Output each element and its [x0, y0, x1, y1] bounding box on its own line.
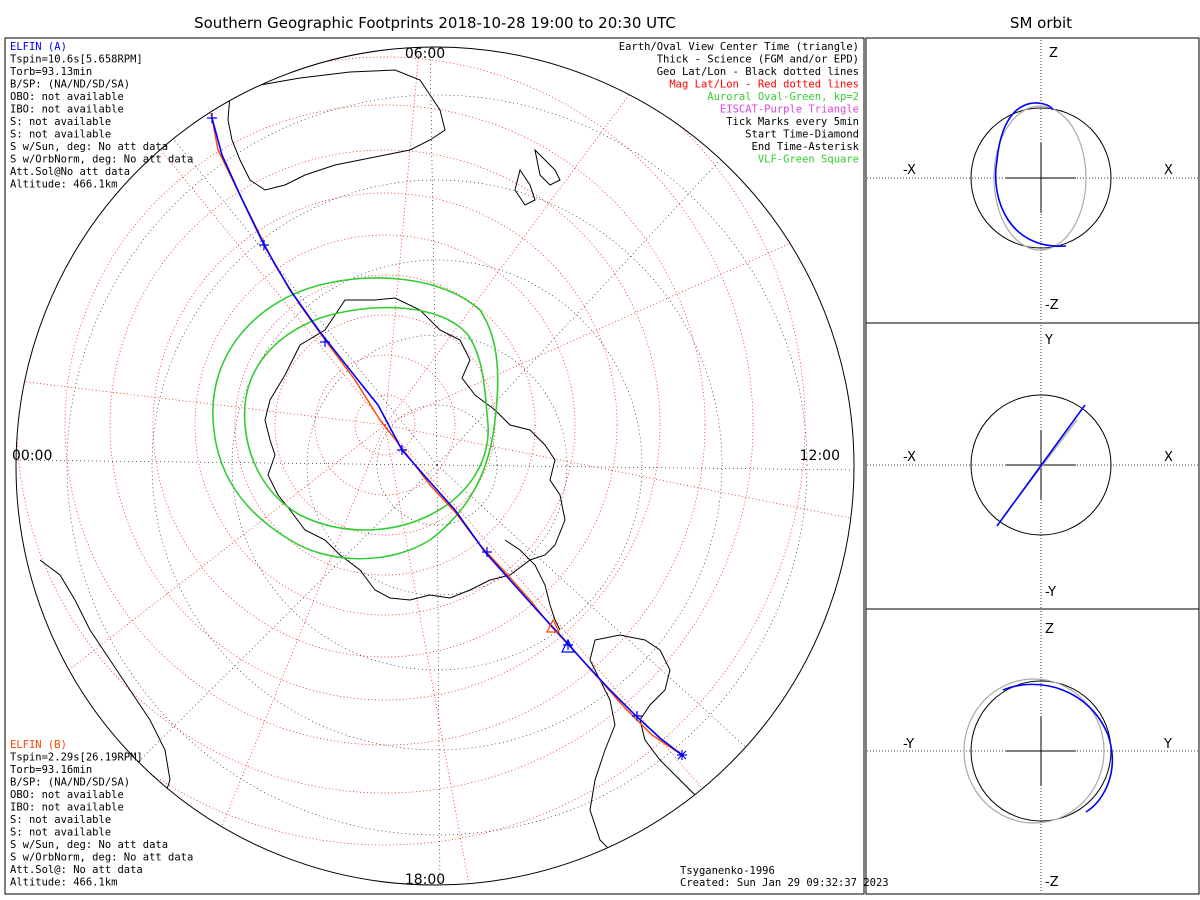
elfin-a-line: Tspin=10.6s[5.658RPM] — [10, 54, 143, 66]
sm-axis-left: -X — [903, 450, 916, 465]
elfin-b-line: S w/Sun, deg: No att data — [10, 839, 168, 851]
elfin-b-info: ELFIN (B) Tspin=2.29s[26.19RPM] Torb=93.… — [10, 739, 193, 889]
elfin-a-line: S: not available — [10, 129, 111, 141]
south-america — [589, 634, 741, 871]
elfin-a-tick-marks — [207, 113, 687, 760]
elfin-b-line: B/SP: (NA/ND/SD/SA) — [10, 777, 130, 789]
legend-item: Tick Marks every 5min — [726, 116, 859, 128]
map-frame — [4, 37, 865, 895]
sm-panel-xz: Z -Z -X X — [867, 40, 1198, 322]
elfin-b-line: S w/OrbNorm, deg: No att data — [10, 852, 193, 864]
geo-grid — [16, 47, 854, 885]
antarctic-peninsula — [504, 539, 561, 631]
elfin-b-line: Altitude: 466.1km — [10, 877, 117, 889]
australia-coast — [227, 69, 446, 191]
elfin-b-line: OBO: not available — [10, 789, 124, 801]
model-credit: Tsyganenko-1996 — [680, 865, 775, 877]
sm-panel-xy: Y -Y -X X — [867, 325, 1198, 608]
elfin-a-line: S: not available — [10, 116, 111, 128]
sm-axis-left: -X — [903, 163, 916, 178]
legend-item: EISCAT-Purple Triangle — [720, 104, 859, 116]
legend-item: Geo Lat/Lon - Black dotted lines — [657, 66, 859, 78]
orbit-a-xz — [994, 102, 1067, 247]
antarctica-coast — [264, 297, 566, 601]
legend-item: Start Time-Diamond — [745, 129, 859, 141]
plot-title: Southern Geographic Footprints 2018-10-2… — [194, 14, 676, 32]
elfin-a-view-center-triangle — [561, 638, 575, 653]
elfin-a-line: S w/OrbNorm, deg: No att data — [10, 154, 193, 166]
elfin-a-footprint — [211, 117, 683, 756]
legend-item: Mag Lat/Lon - Red dotted lines — [669, 79, 859, 91]
earth-circle — [970, 107, 1112, 249]
elfin-b-view-center-triangle — [546, 618, 560, 633]
coastlines — [39, 69, 741, 871]
mlt-label-left: 00:00 — [12, 448, 52, 464]
legend-item: Auroral Oval-Green, kp=2 — [707, 91, 859, 103]
elfin-b-line: Tspin=2.29s[26.19RPM] — [10, 752, 143, 764]
auroral-oval-inner — [243, 306, 489, 531]
earth-circle — [970, 394, 1112, 536]
legend: Earth/Oval View Center Time (triangle) T… — [619, 41, 860, 166]
elfin-a-name: ELFIN (A) — [10, 41, 67, 53]
globe-outline — [15, 46, 855, 886]
sm-axis-right: X — [1164, 450, 1173, 465]
sm-panel-yz: Z -Z -Y Y — [867, 611, 1198, 893]
elfin-b-line: Att.Sol@: No att data — [10, 864, 143, 876]
orbit-b-xz — [993, 105, 1087, 251]
new-zealand — [514, 148, 561, 206]
elfin-a-line: S w/Sun, deg: No att data — [10, 141, 168, 153]
mlt-label-right: 12:00 — [800, 448, 840, 464]
elfin-b-line: S: not available — [10, 814, 111, 826]
sm-axis-left: -Y — [903, 737, 914, 752]
orbit-b-yz — [963, 678, 1105, 824]
sm-axis-right: Y — [1163, 737, 1172, 752]
elfin-a-line: Torb=93.13min — [10, 66, 92, 78]
sm-orbit-title: SM orbit — [1010, 14, 1072, 32]
mlt-label-top: 06:00 — [405, 46, 445, 62]
sm-axis-top: Z — [1049, 46, 1058, 61]
polar-map: 06:00 00:00 12:00 18:00 ELFIN (A) Tspin=… — [10, 41, 889, 889]
elfin-b-name: ELFIN (B) — [10, 739, 67, 751]
sm-axis-bottom: -Z — [1045, 875, 1059, 890]
elfin-a-line: IBO: not available — [10, 104, 124, 116]
sm-axis-bottom: -Z — [1045, 298, 1059, 313]
auroral-oval-outer — [212, 277, 499, 560]
created-timestamp: Created: Sun Jan 29 09:32:37 2023 — [680, 877, 889, 889]
elfin-a-info: ELFIN (A) Tspin=10.6s[5.658RPM] Torb=93.… — [10, 41, 193, 191]
legend-item: End Time-Asterisk — [752, 141, 860, 153]
sm-panel-3-frame — [865, 608, 1200, 895]
legend-item: Earth/Oval View Center Time (triangle) — [619, 41, 859, 53]
auroral-oval — [212, 277, 499, 560]
sm-axis-top: Y — [1044, 333, 1053, 348]
elfin-a-line: B/SP: (NA/ND/SD/SA) — [10, 79, 130, 91]
orbit-a-xy — [996, 404, 1086, 527]
elfin-a-line: OBO: not available — [10, 91, 124, 103]
sm-axis-bottom: -Y — [1045, 585, 1056, 600]
elfin-b-footprint — [210, 112, 683, 756]
sm-axis-top: Z — [1045, 622, 1054, 637]
elfin-b-line: S: not available — [10, 827, 111, 839]
elfin-a-line: Altitude: 466.1km — [10, 179, 117, 191]
elfin-b-line: IBO: not available — [10, 802, 124, 814]
mlt-label-bottom: 18:00 — [405, 872, 445, 888]
sm-panel-1-frame — [865, 37, 1200, 324]
sm-panel-2-frame — [865, 322, 1200, 610]
elfin-b-line: Torb=93.16min — [10, 764, 92, 776]
legend-item: Thick - Science (FGM and/or EPD) — [657, 54, 859, 66]
sm-axis-right: X — [1164, 163, 1173, 178]
orbit-a-yz — [1002, 683, 1113, 813]
elfin-a-line: Att.Sol@No att data — [10, 166, 130, 178]
legend-item: VLF-Green Square — [758, 154, 859, 166]
